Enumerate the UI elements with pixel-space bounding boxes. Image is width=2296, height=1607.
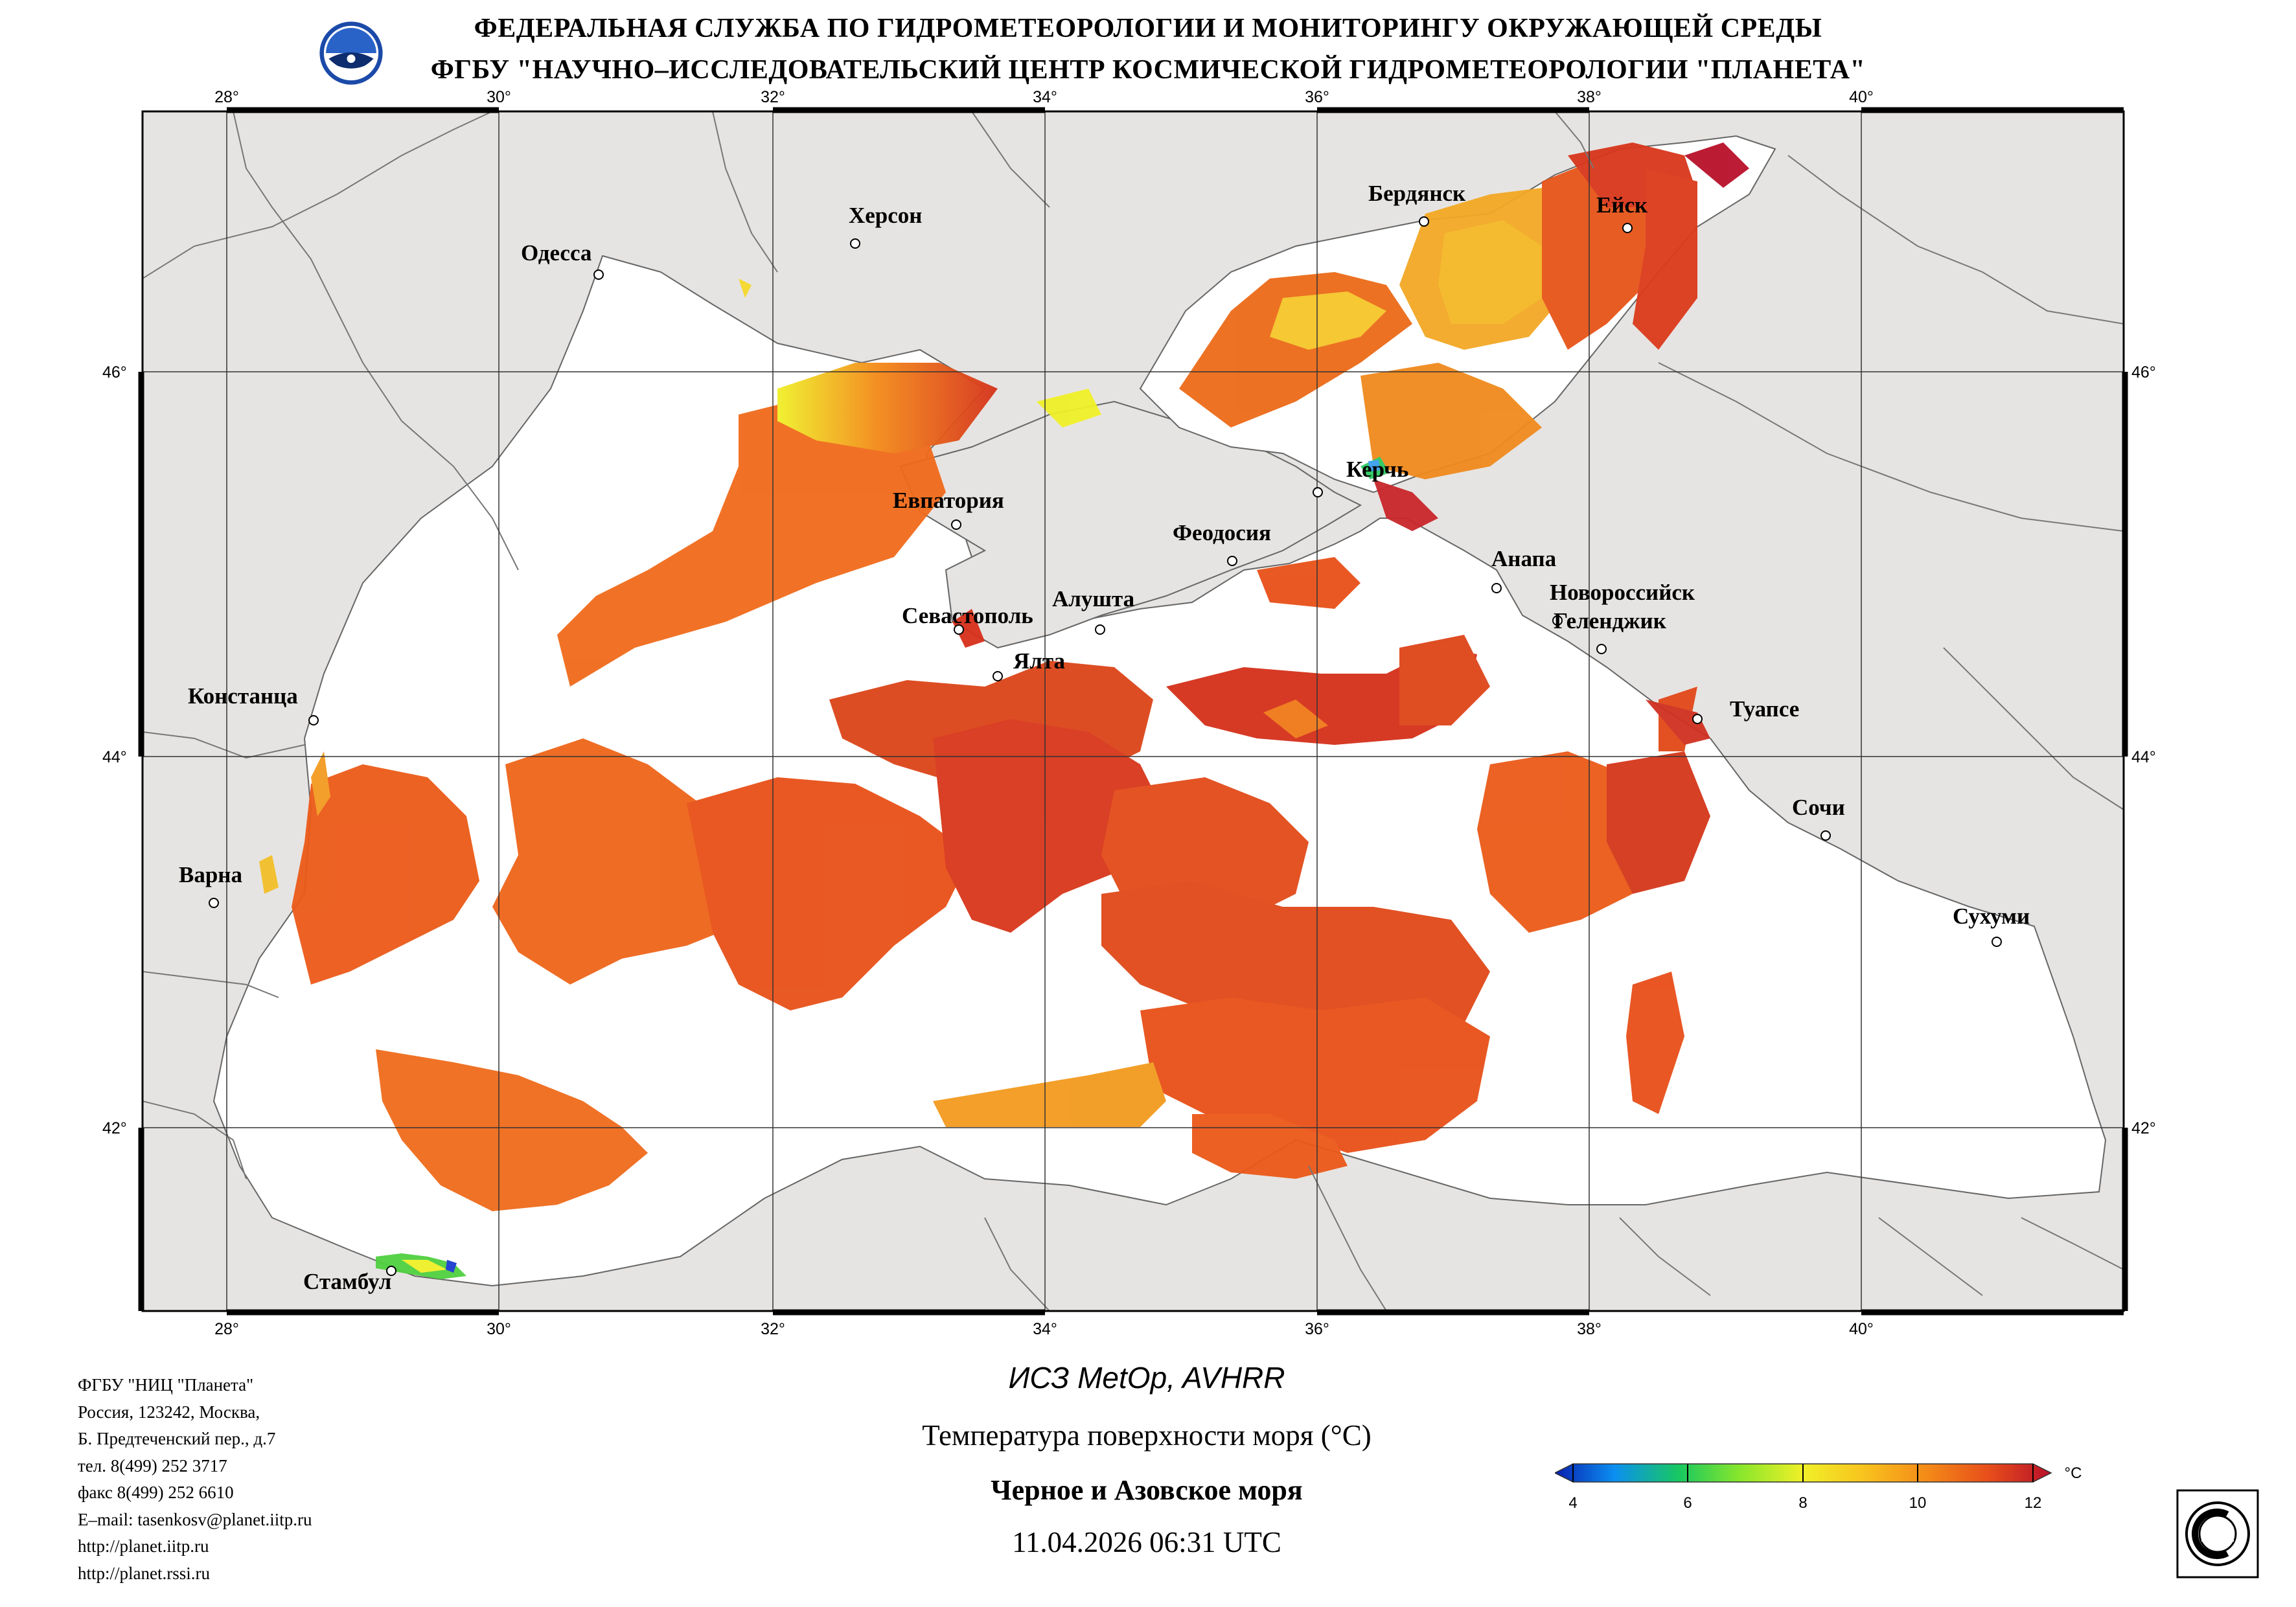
city-constanta: Констанца: [188, 683, 298, 709]
city-kerch: Керчь: [1346, 457, 1408, 482]
city-sochi: Сочи: [1792, 795, 1845, 820]
city-novorossiysk: Новороссийск: [1550, 580, 1695, 605]
city-yalta: Ялта: [1013, 648, 1065, 674]
city-gelendzhik: Геленджик: [1554, 608, 1667, 633]
org-phone: тел. 8(499) 252 3717: [78, 1455, 227, 1476]
frame-bars: [138, 107, 2128, 1316]
city-evpatoriya: Евпатория: [893, 488, 1004, 513]
colorbar-tick-4: 4: [1568, 1494, 1577, 1512]
graticule: [143, 111, 2124, 1311]
observation-datetime: 11.04.2026 06:31 UTC: [1012, 1526, 1281, 1558]
lon-tick-bottom-34: 34°: [1033, 1320, 1057, 1338]
colorbar-tick-10: 10: [1909, 1494, 1927, 1512]
lon-tick-top-34: 34°: [1033, 88, 1057, 106]
lon-tick-bottom-38: 38°: [1577, 1320, 1601, 1338]
lon-tick-top-30: 30°: [487, 88, 511, 106]
lat-tick-left-44: 44°: [102, 748, 127, 766]
satellite-sensor: ИСЗ MetOp, AVHRR: [1008, 1361, 1285, 1395]
parameter-title: Температура поверхности моря (°C): [922, 1419, 1372, 1452]
org-country-city: Россия, 123242, Москва,: [78, 1402, 260, 1422]
sst-data-layer: [259, 142, 1749, 1279]
city-sukhumi: Сухуми: [1953, 904, 2030, 929]
lat-tick-right-46: 46°: [2131, 363, 2156, 382]
lat-tick-left-46: 46°: [102, 363, 127, 382]
crimea-land: [899, 400, 1362, 649]
iso-9001-certificate-icon: [2176, 1489, 2259, 1579]
city-istanbul: Стамбул: [303, 1269, 391, 1294]
lon-tick-bottom-40: 40°: [1849, 1320, 1874, 1338]
lon-tick-bottom-32: 32°: [761, 1320, 785, 1338]
org-url-2[interactable]: http://planet.rssi.ru: [78, 1563, 210, 1583]
lon-tick-top-32: 32°: [761, 88, 785, 106]
org-url-1[interactable]: http://planet.iitp.ru: [78, 1536, 209, 1556]
lon-tick-top-28: 28°: [214, 88, 239, 106]
lon-tick-top-38: 38°: [1577, 88, 1601, 106]
org-street: Б. Предтеченский пер., д.7: [78, 1429, 276, 1448]
header-agency-title: ФЕДЕРАЛЬНАЯ СЛУЖБА ПО ГИДРОМЕТЕОРОЛОГИИ …: [474, 14, 1822, 43]
city-alushta: Алушта: [1052, 586, 1134, 611]
lat-tick-right-42: 42°: [2131, 1119, 2156, 1137]
lon-tick-top-36: 36°: [1305, 88, 1329, 106]
header-center-title: ФГБУ "НАУЧНО–ИССЛЕДОВАТЕЛЬСКИЙ ЦЕНТР КОС…: [430, 55, 1866, 85]
city-sevastopol: Севастополь: [902, 603, 1033, 628]
lat-tick-right-44: 44°: [2131, 748, 2156, 766]
city-yeysk: Ейск: [1596, 192, 1648, 218]
org-name: ФГБУ "НИЦ "Планета": [78, 1375, 254, 1395]
lon-tick-bottom-28: 28°: [214, 1320, 239, 1338]
organisation-contacts: ФГБУ "НИЦ "Планета" Россия, 123242, Моск…: [78, 1372, 312, 1587]
org-email: E–mail: tasenkosv@planet.iitp.ru: [78, 1509, 312, 1529]
city-tuapse: Туапсе: [1730, 696, 1799, 722]
city-odessa: Одесса: [521, 240, 591, 266]
city-varna: Варна: [179, 862, 242, 887]
lon-ticks-bottom: 28° 30° 32° 34° 36° 38° 40°: [214, 1320, 1874, 1338]
colorbar-tick-6: 6: [1683, 1494, 1692, 1512]
city-labels: Херсон Одесса Бердянск Ейск Керчь Евпато…: [179, 181, 2030, 1294]
colorbar-unit: °C: [2065, 1465, 2082, 1482]
lat-tick-left-42: 42°: [102, 1119, 127, 1137]
city-kherson: Херсон: [849, 203, 922, 228]
city-markers: [209, 216, 2002, 1276]
org-fax: факс 8(499) 252 6610: [78, 1483, 234, 1502]
city-anapa: Анапа: [1491, 546, 1556, 571]
lon-ticks-top: 28° 30° 32° 34° 36° 38° 40°: [214, 88, 1874, 106]
region-title: Черное и Азовское моря: [991, 1474, 1303, 1506]
colorbar-tick-8: 8: [1798, 1494, 1807, 1512]
lon-tick-bottom-36: 36°: [1305, 1320, 1329, 1338]
city-feodosiya: Феодосия: [1173, 520, 1271, 545]
borders-rivers: [143, 111, 2124, 1311]
planeta-logo-icon: [319, 21, 383, 85]
colorbar: 4 6 8 10 12 °C: [1555, 1463, 2082, 1512]
lon-tick-bottom-30: 30°: [487, 1320, 511, 1338]
lat-ticks: 46° 44° 42° 46° 44° 42°: [102, 363, 2156, 1137]
colorbar-tick-12: 12: [2025, 1494, 2042, 1512]
lon-tick-top-40: 40°: [1849, 88, 1874, 106]
city-berdyansk: Бердянск: [1368, 181, 1466, 206]
